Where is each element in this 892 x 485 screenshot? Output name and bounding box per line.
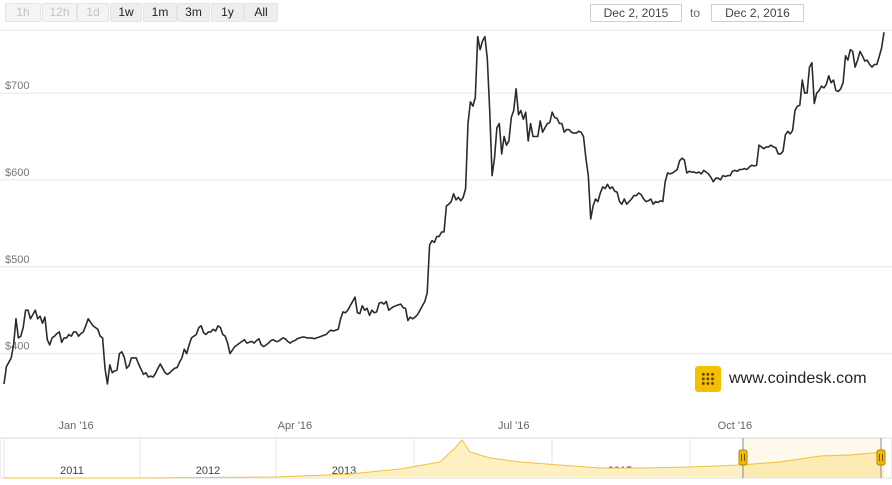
x-tick-label: Jan '16	[59, 420, 94, 432]
btn-range-1w[interactable]: 1w	[110, 3, 142, 22]
date-to-input[interactable]: Dec 2, 2016	[711, 4, 804, 22]
x-tick-label: Apr '16	[278, 420, 313, 432]
navigator-year-label: 2012	[196, 465, 220, 477]
chart-grid	[0, 29, 892, 355]
y-axis-labels: $400 $500 $600 $700	[5, 80, 29, 352]
date-to-label: to	[690, 6, 701, 20]
btn-range-1h: 1h	[5, 3, 41, 22]
x-tick-label: Jul '16	[498, 420, 529, 432]
navigator-handle-left[interactable]	[738, 449, 748, 466]
date-from-input[interactable]: Dec 2, 2015	[590, 4, 682, 22]
coindesk-logo-icon	[695, 366, 721, 392]
coindesk-watermark: www.coindesk.com	[695, 366, 867, 392]
navigator: 201120122013201420152016	[0, 437, 892, 479]
navigator-selection	[743, 438, 881, 478]
y-tick-label: $600	[5, 167, 29, 179]
navigator-line	[4, 439, 885, 479]
navigator-handle-right[interactable]	[876, 449, 886, 466]
btn-range-12h: 12h	[42, 3, 77, 22]
navigator-area	[4, 440, 884, 478]
price-line	[3, 32, 885, 385]
y-tick-label: $500	[5, 254, 29, 266]
y-tick-label: $700	[5, 80, 29, 92]
watermark-text: www.coindesk.com	[729, 370, 867, 387]
btn-range-1m[interactable]: 1m	[143, 3, 177, 22]
btn-range-1d: 1d	[77, 3, 109, 22]
btn-range-all[interactable]: All	[244, 3, 278, 22]
x-axis-labels: Jan '16 Apr '16 Jul '16 Oct '16	[59, 420, 753, 432]
btn-range-3m[interactable]: 3m	[177, 3, 210, 22]
x-tick-label: Oct '16	[718, 420, 753, 432]
btn-range-1y[interactable]: 1y	[211, 3, 244, 22]
navigator-year-label: 2011	[60, 465, 84, 477]
y-tick-label: $400	[5, 341, 29, 353]
